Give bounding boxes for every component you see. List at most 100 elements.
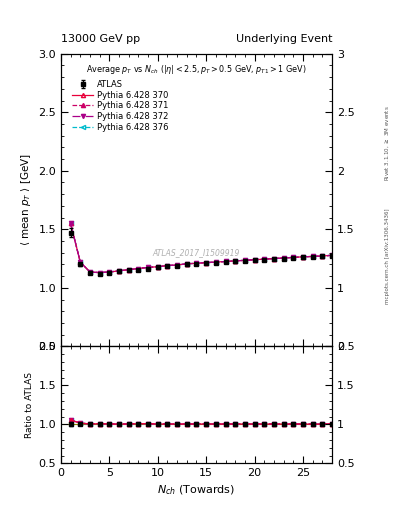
Pythia 6.428 371: [88, 269, 92, 275]
Pythia 6.428 376: [320, 253, 325, 259]
Pythia 6.428 371: [310, 253, 315, 260]
Pythia 6.428 371: [281, 255, 286, 261]
Pythia 6.428 372: [146, 264, 151, 270]
Pythia 6.428 371: [175, 262, 180, 268]
Pythia 6.428 376: [281, 255, 286, 261]
Pythia 6.428 372: [78, 259, 83, 265]
Text: ATLAS_2017_I1509919: ATLAS_2017_I1509919: [153, 248, 240, 257]
Pythia 6.428 372: [68, 220, 73, 226]
Pythia 6.428 371: [213, 259, 218, 265]
Pythia 6.428 371: [330, 252, 334, 259]
Pythia 6.428 372: [117, 268, 121, 274]
Pythia 6.428 376: [175, 262, 180, 268]
Pythia 6.428 370: [233, 258, 238, 264]
Text: Average $p_T$ vs $N_{ch}$ ($|\eta| < 2.5, p_T > 0.5$ GeV, $p_{T1} > 1$ GeV): Average $p_T$ vs $N_{ch}$ ($|\eta| < 2.5…: [86, 62, 307, 76]
Pythia 6.428 370: [117, 268, 121, 274]
Pythia 6.428 372: [242, 257, 247, 263]
Pythia 6.428 376: [107, 269, 112, 275]
Pythia 6.428 376: [272, 255, 276, 262]
Pythia 6.428 372: [184, 261, 189, 267]
Pythia 6.428 376: [78, 259, 83, 265]
Pythia 6.428 371: [68, 220, 73, 226]
Pythia 6.428 372: [330, 252, 334, 259]
Pythia 6.428 376: [213, 259, 218, 265]
Y-axis label: Ratio to ATLAS: Ratio to ATLAS: [25, 372, 34, 438]
Pythia 6.428 370: [330, 252, 334, 259]
Pythia 6.428 370: [301, 254, 305, 260]
Pythia 6.428 370: [88, 269, 92, 275]
Pythia 6.428 371: [242, 257, 247, 263]
Pythia 6.428 372: [126, 267, 131, 273]
Pythia 6.428 376: [223, 259, 228, 265]
Pythia 6.428 376: [126, 267, 131, 273]
Y-axis label: $\langle$ mean $p_T$ $\rangle$ [GeV]: $\langle$ mean $p_T$ $\rangle$ [GeV]: [19, 154, 33, 246]
Pythia 6.428 370: [136, 265, 141, 271]
Text: 13000 GeV pp: 13000 GeV pp: [61, 33, 140, 44]
Pythia 6.428 371: [262, 256, 266, 262]
Pythia 6.428 371: [165, 263, 170, 269]
Text: mcplots.cern.ch [arXiv:1306.3436]: mcplots.cern.ch [arXiv:1306.3436]: [385, 208, 389, 304]
Pythia 6.428 372: [97, 269, 102, 275]
Line: Pythia 6.428 372: Pythia 6.428 372: [68, 221, 334, 274]
Pythia 6.428 372: [272, 255, 276, 262]
Pythia 6.428 370: [107, 269, 112, 275]
Pythia 6.428 376: [184, 261, 189, 267]
Pythia 6.428 370: [68, 220, 73, 226]
Pythia 6.428 371: [252, 257, 257, 263]
Pythia 6.428 372: [213, 259, 218, 265]
Legend: ATLAS, Pythia 6.428 370, Pythia 6.428 371, Pythia 6.428 372, Pythia 6.428 376: ATLAS, Pythia 6.428 370, Pythia 6.428 37…: [70, 78, 170, 134]
Pythia 6.428 372: [262, 256, 266, 262]
Pythia 6.428 370: [165, 263, 170, 269]
Pythia 6.428 370: [184, 261, 189, 267]
Pythia 6.428 371: [204, 260, 209, 266]
Pythia 6.428 376: [68, 220, 73, 226]
Pythia 6.428 372: [301, 254, 305, 260]
Pythia 6.428 370: [310, 253, 315, 260]
Pythia 6.428 371: [272, 255, 276, 262]
Pythia 6.428 371: [320, 253, 325, 259]
Line: Pythia 6.428 370: Pythia 6.428 370: [68, 221, 334, 274]
Text: Rivet 3.1.10, $\geq$ 3M events: Rivet 3.1.10, $\geq$ 3M events: [383, 105, 391, 181]
Pythia 6.428 370: [175, 262, 180, 268]
Pythia 6.428 372: [281, 255, 286, 261]
Pythia 6.428 370: [97, 269, 102, 275]
Pythia 6.428 376: [262, 256, 266, 262]
Pythia 6.428 372: [165, 263, 170, 269]
X-axis label: $N_{ch}$ (Towards): $N_{ch}$ (Towards): [158, 484, 235, 497]
Pythia 6.428 372: [204, 260, 209, 266]
Pythia 6.428 370: [194, 260, 199, 266]
Pythia 6.428 370: [213, 259, 218, 265]
Pythia 6.428 370: [223, 259, 228, 265]
Pythia 6.428 370: [126, 267, 131, 273]
Pythia 6.428 372: [310, 253, 315, 260]
Text: Underlying Event: Underlying Event: [235, 33, 332, 44]
Pythia 6.428 371: [146, 264, 151, 270]
Pythia 6.428 370: [146, 264, 151, 270]
Pythia 6.428 371: [136, 265, 141, 271]
Pythia 6.428 376: [310, 253, 315, 260]
Pythia 6.428 371: [301, 254, 305, 260]
Pythia 6.428 371: [97, 269, 102, 275]
Pythia 6.428 372: [223, 259, 228, 265]
Pythia 6.428 371: [126, 267, 131, 273]
Pythia 6.428 376: [117, 268, 121, 274]
Pythia 6.428 372: [252, 257, 257, 263]
Pythia 6.428 370: [78, 259, 83, 265]
Pythia 6.428 370: [252, 257, 257, 263]
Pythia 6.428 371: [117, 268, 121, 274]
Pythia 6.428 370: [155, 264, 160, 270]
Pythia 6.428 372: [88, 269, 92, 275]
Pythia 6.428 370: [242, 257, 247, 263]
Pythia 6.428 376: [252, 257, 257, 263]
Pythia 6.428 376: [155, 264, 160, 270]
Pythia 6.428 371: [184, 261, 189, 267]
Pythia 6.428 372: [233, 258, 238, 264]
Pythia 6.428 370: [320, 253, 325, 259]
Pythia 6.428 370: [204, 260, 209, 266]
Pythia 6.428 370: [291, 254, 296, 261]
Line: Pythia 6.428 376: Pythia 6.428 376: [68, 221, 334, 274]
Pythia 6.428 376: [165, 263, 170, 269]
Pythia 6.428 376: [233, 258, 238, 264]
Pythia 6.428 371: [194, 260, 199, 266]
Pythia 6.428 376: [291, 254, 296, 261]
